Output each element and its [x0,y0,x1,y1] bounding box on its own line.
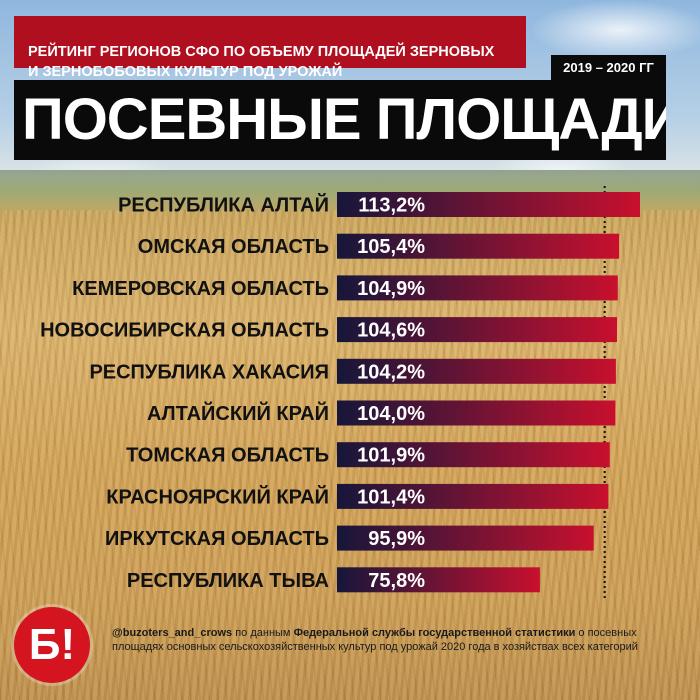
bar-9 [337,567,540,593]
bar-3 [337,317,617,343]
category-label-1: ОМСКАЯ ОБЛАСТЬ [138,236,329,258]
category-label-3: НОВОСИБИРСКАЯ ОБЛАСТЬ [40,320,329,342]
category-label-2: КЕМЕРОВСКАЯ ОБЛАСТЬ [72,278,329,300]
category-label-0: РЕСПУБЛИКА АЛТАЙ [118,193,329,217]
bar-7 [337,483,609,509]
source-text-1: по данным [232,627,294,639]
source-note: @buzoters_and_crows по данным Федерально… [112,626,690,654]
page-title: ПОСЕВНЫЕ ПЛОЩАДИ [14,80,666,160]
value-label-9: 75,8% [368,570,425,592]
bar-2 [337,275,618,301]
category-label-9: РЕСПУБЛИКА ТЫВА [127,570,329,592]
value-label-5: 104,0% [357,403,425,425]
brand-logo: Б! [14,607,90,683]
value-label-7: 101,4% [357,486,425,508]
author-handle: @buzoters_and_crows [112,627,233,639]
year-badge: 2019 – 2020 ГГ [551,55,666,81]
subtitle-text: РЕЙТИНГ РЕГИОНОВ СФО ПО ОБЪЕМУ ПЛОЩАДЕЙ … [28,44,495,80]
category-label-4: РЕСПУБЛИКА ХАКАСИЯ [89,361,329,383]
title-text: ПОСЕВНЫЕ ПЛОЩАДИ [22,87,666,152]
bar-4 [337,358,616,384]
bar-6 [337,442,610,468]
bar-1 [337,233,620,259]
value-label-3: 104,6% [357,320,425,342]
value-label-2: 104,9% [357,278,425,300]
bar-5 [337,400,616,426]
bar-8 [337,525,594,551]
category-label-7: КРАСНОЯРСКИЙ КРАЙ [106,484,329,508]
source-text-2: о посевных площадях основных сельскохозя… [112,627,638,653]
category-label-5: АЛТАЙСКИЙ КРАЙ [147,401,329,425]
value-label-4: 104,2% [357,361,425,383]
value-label-8: 95,9% [368,528,425,550]
source-name: Федеральной службы государственной стати… [293,627,576,639]
value-label-1: 105,4% [357,236,425,258]
category-label-8: ИРКУТСКАЯ ОБЛАСТЬ [105,528,329,550]
value-label-0: 113,2% [358,195,425,217]
subtitle-banner: РЕЙТИНГ РЕГИОНОВ СФО ПО ОБЪЕМУ ПЛОЩАДЕЙ … [14,16,526,80]
value-label-6: 101,9% [357,445,425,467]
category-label-6: ТОМСКАЯ ОБЛАСТЬ [126,445,329,467]
bar-0 [337,192,640,217]
